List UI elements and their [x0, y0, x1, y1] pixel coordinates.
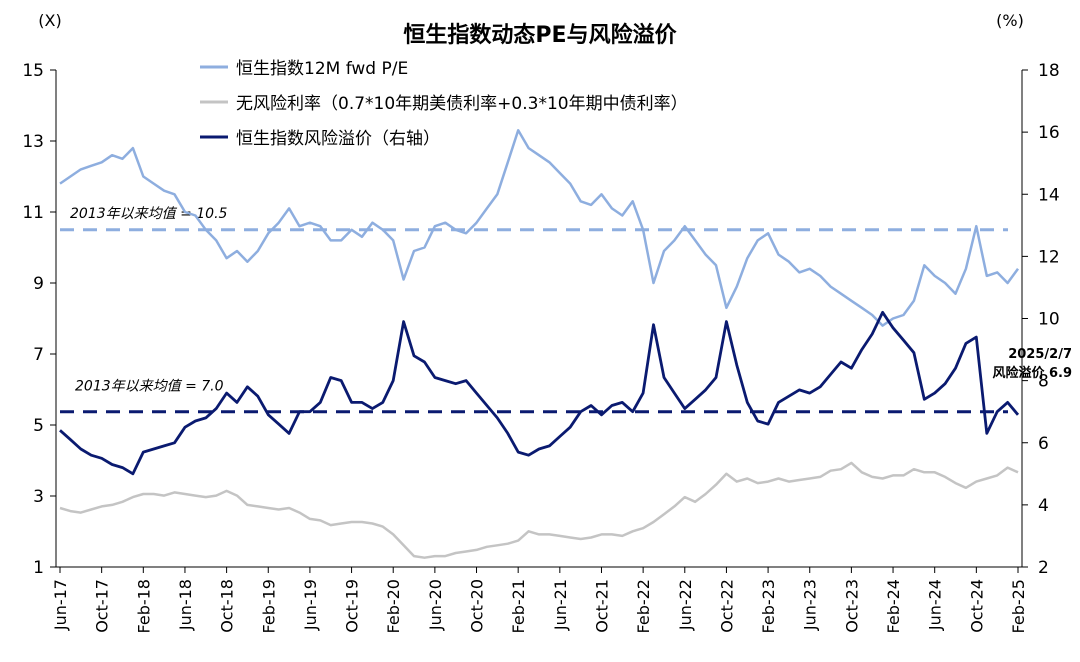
- right-axis-ticks: 2 4 6 8 10 12 14 16 18: [1022, 61, 1060, 578]
- x-tick-label: Oct-22: [717, 579, 736, 633]
- x-tick-label: Jun-17: [51, 579, 70, 631]
- left-tick-label: 15: [22, 61, 44, 81]
- right-tick-label: 10: [1038, 310, 1060, 330]
- x-tick-label: Feb-21: [509, 579, 528, 633]
- x-tick-label: Oct-21: [592, 579, 611, 633]
- legend: 恒生指数12M fwd P/E 无风险利率（0.7*10年期美债利率+0.3*1…: [200, 59, 688, 149]
- x-tick-label: Jun-18: [176, 579, 195, 631]
- riskfree-line: [59, 461, 1019, 559]
- right-tick-label: 18: [1038, 61, 1060, 81]
- x-tick-label: Jun-22: [676, 579, 695, 631]
- x-tick-label: Jun-23: [801, 579, 820, 631]
- x-axis-ticks: Jun-17 Oct-17 Feb-18 Jun-18 Oct-18 Feb-19 Jun-…: [51, 567, 1028, 633]
- left-tick-label: 5: [33, 416, 44, 436]
- erp-line: [59, 310, 1020, 476]
- x-tick-label: Oct-18: [218, 579, 237, 633]
- right-tick-label: 14: [1038, 185, 1060, 205]
- right-axis-unit: (%): [996, 11, 1024, 30]
- chart-title: 恒生指数动态PE与风险溢价: [403, 22, 677, 48]
- left-tick-label: 11: [22, 203, 44, 223]
- x-tick-label: Feb-22: [634, 579, 653, 633]
- x-tick-label: Jun-20: [426, 579, 445, 631]
- right-tick-label: 4: [1038, 496, 1049, 516]
- left-tick-label: 3: [33, 487, 44, 507]
- left-tick-label: 9: [33, 274, 44, 294]
- x-tick-label: Feb-23: [759, 579, 778, 633]
- x-tick-label: Oct-24: [967, 579, 986, 633]
- x-tick-label: Oct-20: [468, 579, 487, 633]
- legend-label-erp: 恒生指数风险溢价（右轴）: [236, 129, 440, 149]
- right-tick-label: 6: [1038, 434, 1049, 454]
- left-tick-label: 13: [22, 132, 44, 152]
- right-tick-label: 12: [1038, 247, 1060, 267]
- legend-label-riskfree: 无风险利率（0.7*10年期美债利率+0.3*10年期中债利率）: [236, 94, 688, 114]
- right-tick-label: 2: [1038, 558, 1049, 578]
- legend-label-pe: 恒生指数12M fwd P/E: [236, 59, 408, 79]
- right-tick-label: 8: [1038, 372, 1049, 392]
- left-axis-unit: (X): [38, 11, 61, 30]
- x-tick-label: Feb-24: [884, 579, 903, 633]
- x-tick-label: Jun-21: [551, 579, 570, 631]
- x-tick-label: Oct-23: [842, 579, 861, 633]
- x-tick-label: Jun-24: [926, 579, 945, 631]
- right-tick-label: 16: [1038, 123, 1060, 143]
- x-tick-label: Feb-20: [384, 579, 403, 633]
- x-tick-label: Oct-17: [93, 579, 112, 633]
- erp-average-label: 2013年以来均值 = 7.0: [75, 379, 224, 395]
- x-tick-label: Feb-25: [1009, 579, 1028, 633]
- x-tick-label: Jun-19: [301, 579, 320, 631]
- latest-value-annotation: 风险溢价 6.9: [992, 365, 1072, 381]
- x-tick-label: Feb-18: [134, 579, 153, 633]
- latest-date-annotation: 2025/2/7: [1008, 347, 1072, 362]
- x-tick-label: Oct-19: [343, 579, 362, 633]
- left-tick-label: 7: [33, 345, 44, 365]
- left-tick-label: 1: [33, 558, 44, 578]
- pe-average-label: 2013年以来均值 = 10.5: [70, 206, 228, 222]
- pe-line: [59, 129, 1020, 327]
- x-tick-label: Feb-19: [259, 579, 278, 633]
